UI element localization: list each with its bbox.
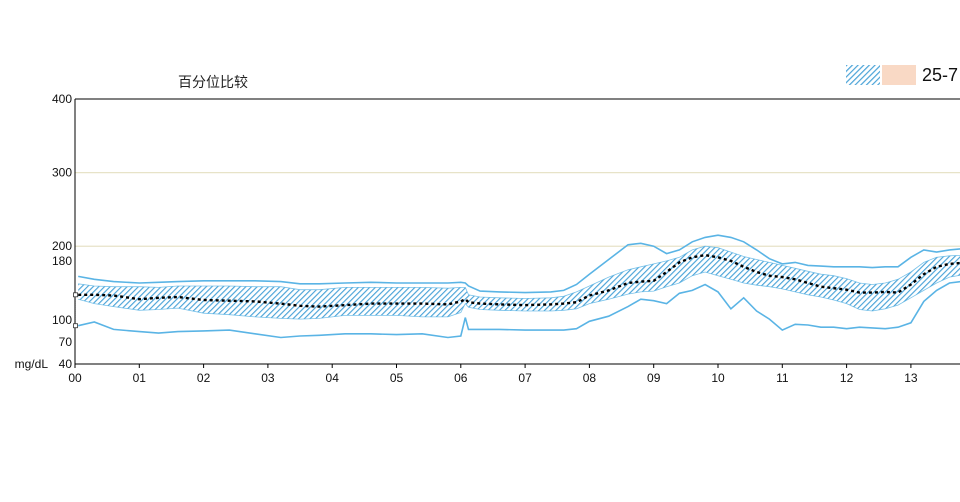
interquartile-band bbox=[78, 246, 960, 319]
start-handle-median bbox=[74, 293, 78, 297]
x-tick-label-02: 02 bbox=[197, 371, 211, 385]
y-tick-label-70: 70 bbox=[59, 335, 73, 349]
y-tick-label-180: 180 bbox=[52, 254, 72, 268]
y-tick-label-300: 300 bbox=[52, 166, 72, 180]
x-tick-label-05: 05 bbox=[390, 371, 404, 385]
x-tick-label-10: 10 bbox=[711, 371, 725, 385]
percentile-chart: 百分位比较 25-7 40 70 100 180 200 300 400 mg/dL 00 01 0… bbox=[0, 0, 960, 502]
y-tick-label-100: 100 bbox=[52, 313, 72, 327]
x-tick-label-01: 01 bbox=[133, 371, 147, 385]
y-tick-label-200: 200 bbox=[52, 239, 72, 253]
plot-area: 40 70 100 180200 300 400 mg/dL 00 01 02 03 04 05 06 07… bbox=[0, 0, 960, 502]
y-tick-label-40: 40 bbox=[59, 357, 73, 371]
x-tick-label-11: 11 bbox=[776, 371, 789, 385]
grid-layer bbox=[75, 173, 960, 247]
axis-layer bbox=[74, 99, 960, 364]
x-tick-label-13: 13 bbox=[904, 371, 918, 385]
y-axis-unit-label: mg/dL bbox=[15, 357, 49, 371]
x-tick-label-06: 06 bbox=[454, 371, 468, 385]
band-layer bbox=[78, 235, 960, 337]
x-tick-label-03: 03 bbox=[261, 371, 275, 385]
x-tick-label-04: 04 bbox=[326, 371, 340, 385]
x-tick-label-08: 08 bbox=[583, 371, 597, 385]
start-handle-low bbox=[74, 324, 78, 328]
x-tick-label-00: 00 bbox=[68, 371, 82, 385]
y-tick-label-400: 400 bbox=[52, 92, 72, 106]
x-tick-label-07: 07 bbox=[518, 371, 532, 385]
x-tick-label-09: 09 bbox=[647, 371, 661, 385]
x-tick-label-12: 12 bbox=[840, 371, 854, 385]
